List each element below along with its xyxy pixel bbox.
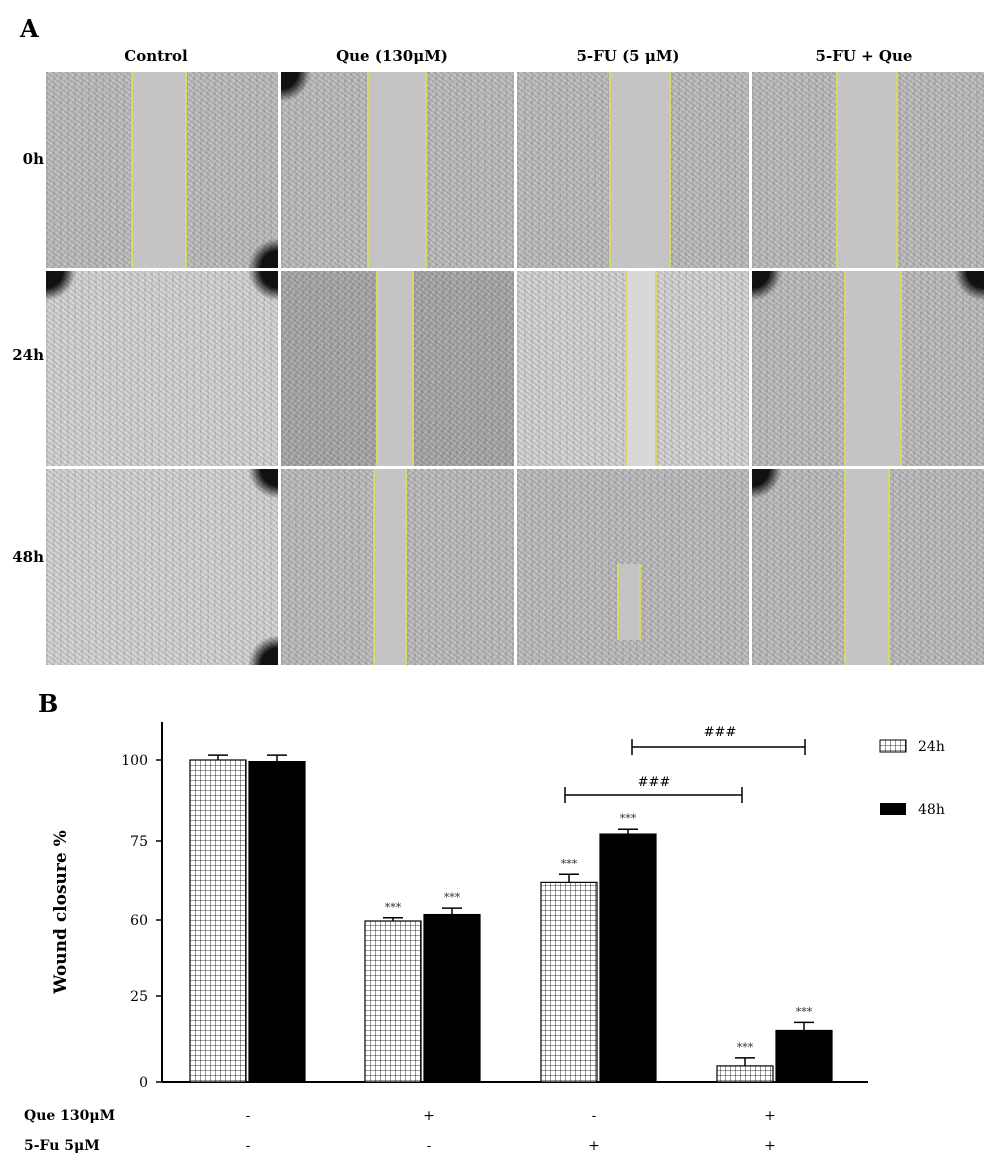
bar-48h-group-1 [248, 761, 306, 1083]
bar-48h-group-2 [423, 913, 481, 1083]
bar-24h-group-1 [189, 759, 247, 1083]
bars [189, 754, 833, 1083]
micrograph-5fu-que-0h [751, 72, 984, 268]
column-label-5fu: 5-FU (5 μM) [576, 47, 680, 65]
micrograph-control-48h [46, 469, 279, 665]
legend: 24h 48h [879, 739, 945, 818]
micrograph-que-24h [281, 270, 514, 467]
row-label-48h: 48h [12, 548, 44, 566]
micrograph-5fu-48h [516, 469, 749, 665]
micrograph-5fu-que-48h [751, 469, 984, 665]
bar-48h-group-3 [599, 833, 657, 1083]
bracket-lower-label: ### [638, 775, 671, 790]
legend-swatch-24h [879, 739, 907, 753]
y-ticks: 0 25 60 75 100 [121, 753, 162, 1091]
bar-24h-group-2 [364, 920, 422, 1083]
significance-mark: *** [385, 901, 402, 914]
micrograph-que-0h [281, 72, 514, 268]
wound-gap [624, 270, 657, 467]
bracket-lower: ### [564, 775, 743, 803]
wound-gap [376, 270, 415, 467]
y-tick-label: 75 [130, 834, 148, 850]
bar-24h-group-4 [716, 1065, 774, 1083]
treatment-row-label: 5-Fu 5μM [24, 1138, 100, 1154]
treatment-sign: - [246, 1108, 251, 1124]
vignette-corner [954, 270, 984, 301]
bracket-upper-label: ### [704, 725, 737, 740]
micrograph-5fu-0h [516, 72, 749, 268]
column-label-5fu-que: 5-FU + Que [815, 47, 913, 65]
y-tick-label: 0 [139, 1075, 148, 1091]
treatment-sign: - [592, 1108, 597, 1124]
micrograph-control-24h [46, 270, 279, 467]
significance-marks: *** *** *** *** *** *** [385, 812, 813, 1054]
treatment-sign: + [764, 1108, 776, 1124]
vignette-corner [248, 635, 279, 665]
vignette-corner [46, 270, 76, 301]
row-label-0h: 0h [22, 150, 44, 168]
significance-mark: *** [561, 857, 578, 870]
micrograph-que-48h [281, 469, 514, 665]
wound-gap [843, 270, 902, 467]
vignette-corner [751, 270, 782, 301]
wound-gap [608, 72, 671, 268]
column-label-que: Que (130μM) [336, 47, 448, 65]
y-tick-label: 100 [121, 753, 148, 769]
vignette-corner [248, 469, 279, 500]
significance-mark: *** [620, 812, 637, 825]
treatment-sign: + [764, 1138, 776, 1154]
legend-label-48h: 48h [918, 802, 945, 818]
vignette-corner [248, 270, 279, 301]
bracket-upper: ### [631, 725, 806, 755]
bar-48h-group-4 [775, 1029, 833, 1083]
significance-mark: *** [737, 1041, 754, 1054]
column-label-control: Control [124, 47, 188, 65]
wound-gap [843, 469, 890, 665]
wound-gap [616, 564, 641, 640]
vignette-corner [248, 237, 279, 268]
legend-label-24h: 24h [918, 739, 945, 755]
micrograph-grid [46, 72, 984, 665]
wound-gap [367, 72, 428, 268]
significance-mark: *** [796, 1005, 813, 1018]
treatment-sign: - [427, 1138, 432, 1154]
panel-b-letter: B [38, 690, 58, 718]
vignette-corner [281, 72, 312, 102]
wound-gap [835, 72, 898, 268]
row-label-24h: 24h [12, 346, 44, 364]
micrograph-control-0h [46, 72, 279, 268]
panel-a-letter: A [20, 14, 39, 43]
significance-mark: *** [444, 891, 461, 904]
vignette-corner [751, 469, 782, 500]
wound-gap [131, 72, 187, 268]
y-tick-label: 25 [130, 989, 148, 1005]
treatment-sign: - [246, 1138, 251, 1154]
wound-gap [373, 469, 408, 665]
treatment-row-label: Que 130μM [24, 1108, 115, 1124]
y-axis-title: Wound closure % [51, 830, 71, 995]
legend-swatch-48h [880, 803, 906, 815]
treatment-table: Que 130μM - + - +5-Fu 5μM - - + + [24, 1108, 776, 1154]
y-tick-label: 60 [130, 913, 148, 929]
treatment-sign: + [423, 1108, 435, 1124]
micrograph-5fu-24h [516, 270, 749, 467]
bar-24h-group-3 [540, 881, 598, 1083]
treatment-sign: + [588, 1138, 600, 1154]
micrograph-5fu-que-24h [751, 270, 984, 467]
